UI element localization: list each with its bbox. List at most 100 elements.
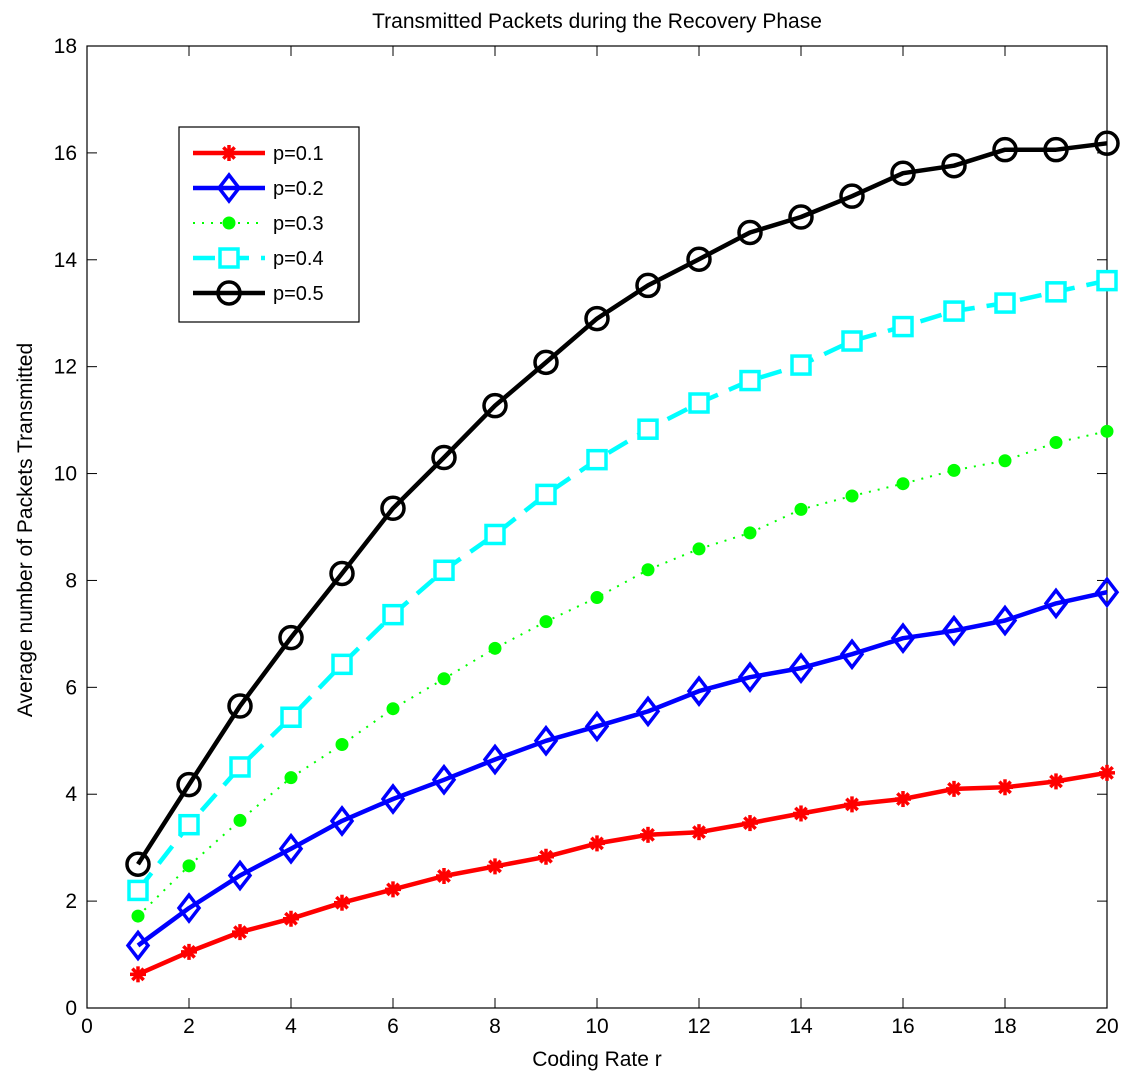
data-point [221,145,237,161]
data-point [788,204,814,230]
x-tick-label: 6 [387,1015,399,1038]
data-point [178,813,200,836]
data-point [278,624,304,651]
data-point [691,824,707,841]
data-point [1048,773,1064,790]
data-point [283,910,299,927]
data-point [431,444,457,471]
series-p=0.5 [125,130,1120,877]
plot-area: 0 2 4 6 8 10 12 14 16 18 20 0 2 4 6 8 10 12 14 16 18 [54,35,1120,1038]
data-point [380,783,406,815]
y-tick-label: 16 [54,142,77,165]
data-point [992,604,1018,637]
data-point [335,738,349,752]
data-point [1099,764,1115,781]
data-point [686,675,712,707]
data-point [688,392,710,414]
x-tick-label: 0 [81,1015,93,1038]
data-point [737,219,763,246]
series-p=0.2 [125,576,1120,962]
y-tick-label: 2 [65,890,77,913]
data-point [635,272,661,299]
data-point [331,653,353,676]
data-point [590,591,604,605]
data-point [589,835,605,852]
legend-entry: p=0.1 [193,143,324,165]
data-point [839,638,865,671]
legend: p=0.1 p=0.2 p=0.3 p=0.4 p=0.5 [178,126,360,323]
series-p=0.3 [131,424,1114,923]
data-point [992,136,1018,163]
data-point [131,909,145,923]
data-point [385,881,401,898]
data-point [280,706,302,729]
data-point [794,502,808,516]
data-point [176,771,202,798]
data-point [994,292,1016,314]
data-point [890,160,916,186]
data-point [232,924,248,941]
data-point [125,851,151,877]
data-point [533,349,559,376]
data-point [436,867,452,884]
data-point [535,483,557,506]
data-point [895,791,911,808]
data-point [487,858,503,875]
data-point [943,300,965,322]
x-tick-label: 12 [687,1015,710,1038]
data-point [278,832,304,865]
series-p=0.4 [127,269,1118,902]
y-tick-label: 0 [65,997,77,1020]
y-tick-label: 4 [65,783,77,806]
x-tick-label: 16 [891,1015,914,1038]
data-point [737,661,763,694]
legend-box [178,126,360,323]
data-point [380,495,406,522]
legend-label: p=0.4 [273,248,324,270]
data-point [641,563,655,577]
legend-entry: p=0.3 [193,213,324,235]
legend-label: p=0.5 [273,283,324,305]
x-tick-label: 18 [993,1015,1016,1038]
data-point [584,710,610,743]
legend-label: p=0.1 [273,143,324,165]
legend-entry: p=0.5 [193,280,324,306]
data-point [896,477,910,491]
legend-entry: p=0.2 [193,172,324,204]
data-point [637,418,659,440]
data-point [182,859,196,873]
data-point [692,542,706,556]
data-point [334,894,350,911]
data-point [1045,281,1067,303]
data-point [538,848,554,865]
legend-entry: p=0.4 [193,247,324,270]
data-point [1049,436,1063,450]
data-point [229,756,251,778]
data-point [844,796,860,813]
data-point [329,805,355,837]
data-point [539,615,553,629]
data-point [181,943,197,960]
data-point [382,603,404,626]
data-point [742,815,758,832]
data-point [484,523,506,546]
data-point [386,702,400,716]
data-point [533,724,559,757]
data-point [941,152,967,179]
x-tick-label: 10 [585,1015,608,1038]
data-point [841,330,863,352]
y-tick-label: 12 [54,356,77,379]
data-point [227,859,253,892]
data-point [997,779,1013,796]
data-point [222,216,236,230]
data-point [640,826,656,843]
x-tick-label: 2 [183,1015,195,1038]
data-point [127,879,149,902]
series-p=0.1 [130,764,1115,983]
legend-label: p=0.3 [273,213,324,235]
data-point [1094,576,1120,609]
data-point [1043,136,1069,163]
data-point [790,354,812,376]
data-point [130,966,146,983]
